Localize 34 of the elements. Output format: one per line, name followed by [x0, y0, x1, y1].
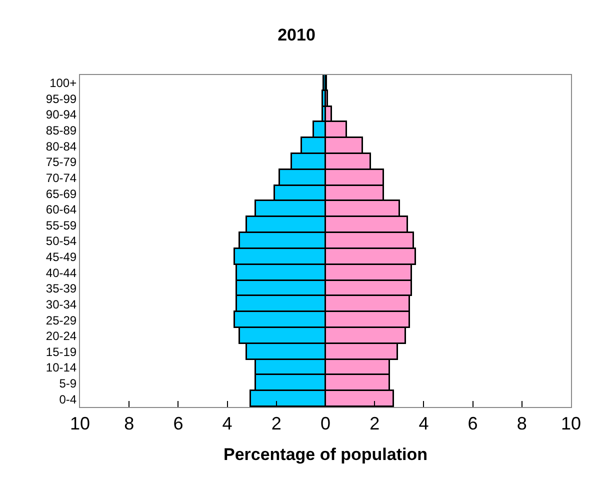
- y-tick-label: 80-84: [46, 139, 77, 154]
- x-tick-label: 6: [468, 414, 478, 434]
- y-tick-label: 100+: [50, 76, 77, 90]
- x-tick-label: 10: [70, 414, 90, 434]
- y-tick-label: 85-89: [46, 124, 77, 138]
- y-tick-label: 50-54: [46, 234, 77, 248]
- x-tick-label: 4: [418, 414, 429, 434]
- x-tick-label: 8: [124, 414, 134, 434]
- y-tick-label: 40-44: [46, 266, 77, 280]
- y-tick-label: 95-99: [46, 92, 77, 106]
- y-tick-label: 30-34: [46, 297, 77, 312]
- y-tick-label: 75-79: [46, 155, 77, 170]
- x-tick-label: 10: [560, 414, 582, 434]
- chart-title: 2010: [278, 26, 316, 45]
- y-tick-label: 70-74: [46, 170, 77, 185]
- x-tick-label: 4: [222, 414, 232, 434]
- y-tick-label: 45-49: [46, 250, 77, 264]
- y-tick-label: 60-64: [46, 202, 77, 217]
- y-tick-label: 55-59: [46, 218, 77, 232]
- x-axis-title: Percentage of population: [223, 445, 428, 464]
- y-tick-label: 90-94: [46, 108, 77, 122]
- x-tick-label: 8: [516, 414, 527, 434]
- x-tick-label: 0: [320, 414, 331, 434]
- y-tick-label: 0-4: [59, 392, 77, 406]
- x-tick-label: 2: [271, 414, 282, 434]
- y-tick-label: 10-14: [46, 360, 77, 375]
- x-tick-label: 2: [370, 414, 380, 434]
- y-tick-label: 35-39: [46, 282, 77, 296]
- y-tick-label: 15-19: [46, 344, 77, 359]
- y-tick-label: 5-9: [59, 376, 77, 390]
- y-tick-label: 65-69: [46, 186, 77, 201]
- x-tick-label: 6: [173, 414, 184, 434]
- y-tick-label: 20-24: [46, 329, 77, 344]
- y-tick-label: 25-29: [46, 313, 77, 328]
